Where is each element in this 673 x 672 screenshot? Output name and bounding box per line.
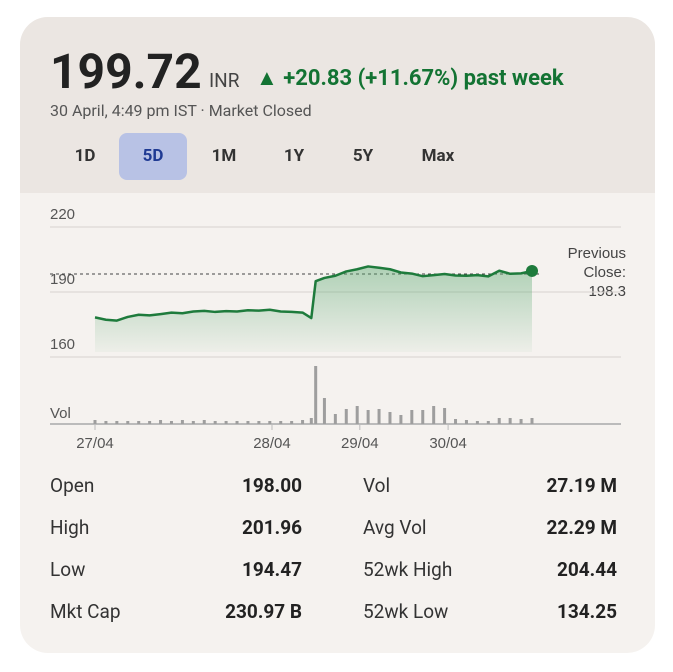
volume-bar — [159, 420, 163, 424]
volume-bar — [333, 414, 337, 424]
volume-bar — [93, 420, 97, 424]
tab[interactable]: 1M — [211, 146, 237, 166]
vol-label: Vol — [50, 405, 71, 422]
volume-bar — [126, 421, 130, 424]
volume-bar — [213, 421, 217, 424]
tab[interactable]: 1Y — [283, 146, 305, 166]
stat-label: 52wk High — [363, 558, 453, 581]
volume-bar — [355, 406, 359, 424]
x-tick-label: 30/04 — [429, 435, 467, 452]
last-point — [526, 264, 538, 277]
volume-bar — [497, 418, 501, 424]
volume-bar — [115, 421, 119, 424]
subtitle: 30 April, 4:49 pm IST · Market Closed — [50, 101, 312, 120]
volume-bar — [224, 421, 228, 424]
volume-bar — [191, 421, 195, 424]
volume-bar — [301, 420, 305, 424]
stat-label: Low — [50, 558, 86, 581]
stat-label: 52wk Low — [363, 600, 449, 623]
volume-bar — [137, 421, 141, 424]
quote-card: 199.72 INR ▲ +20.83 (+11.67%) past week … — [20, 17, 655, 653]
stat-value: 27.19 M — [546, 474, 617, 497]
volume-bar — [314, 366, 318, 424]
price: 199.72 — [50, 43, 202, 100]
stat-value: 198.00 — [241, 474, 302, 497]
stat-value: 22.29 M — [546, 516, 617, 539]
volume-bar — [148, 421, 152, 424]
volume-bar — [268, 421, 272, 424]
volume-bar — [309, 418, 313, 424]
volume-bar — [432, 406, 436, 424]
volume-bar — [410, 410, 414, 424]
volume-bar — [464, 420, 468, 424]
volume-bar — [246, 421, 250, 424]
stat-value: 134.25 — [556, 600, 617, 623]
volume-bar — [388, 412, 392, 424]
volume-bar — [530, 418, 534, 424]
volume-bar — [279, 421, 283, 424]
y-tick-label: 160 — [50, 336, 75, 353]
x-tick-label: 27/04 — [76, 435, 114, 452]
y-tick-label: 220 — [50, 206, 75, 223]
tab-selected[interactable]: 5D — [119, 133, 187, 180]
volume-bar — [486, 421, 490, 424]
volume-bar — [399, 415, 403, 424]
volume-bar — [180, 420, 184, 424]
volume-bar — [454, 419, 458, 424]
volume-bar — [235, 421, 239, 424]
volume-bar — [202, 420, 206, 424]
volume-bar — [322, 398, 326, 424]
price-line — [94, 265, 533, 322]
volume-bar — [377, 409, 381, 424]
header: 199.72 INR ▲ +20.83 (+11.67%) past week … — [20, 17, 655, 193]
stat-label: Open — [50, 474, 95, 497]
stat-value: 194.47 — [241, 558, 302, 581]
stat-label: High — [50, 516, 90, 539]
volume-bar — [257, 421, 261, 424]
stat-label: Mkt Cap — [50, 600, 121, 623]
volume-bar — [344, 409, 348, 424]
stat-value: 201.96 — [241, 516, 302, 539]
currency: INR — [209, 69, 240, 92]
volume-bar — [519, 419, 523, 424]
volume-bar — [443, 408, 447, 424]
y-tick-label: 190 — [50, 271, 75, 288]
volume-bar — [508, 418, 512, 424]
x-tick-label: 28/04 — [253, 435, 291, 452]
volume-bar — [366, 410, 370, 424]
volume-bar — [475, 421, 479, 424]
stat-label: Avg Vol — [363, 516, 427, 539]
tab[interactable]: 1D — [74, 146, 96, 166]
change: ▲ +20.83 (+11.67%) past week — [256, 66, 564, 91]
volume-bar — [104, 421, 108, 424]
tab[interactable]: Max — [421, 146, 455, 166]
x-tick-label: 29/04 — [341, 435, 379, 452]
tab[interactable]: 5Y — [352, 146, 374, 166]
volume-bar — [290, 421, 294, 424]
volume-bar — [169, 421, 173, 424]
volume-bar — [421, 410, 425, 424]
previous-close-label: Previous Close: — [568, 245, 626, 281]
stat-label: Vol — [363, 474, 391, 497]
stat-value: 204.44 — [556, 558, 617, 581]
stat-value: 230.97 B — [225, 600, 302, 623]
